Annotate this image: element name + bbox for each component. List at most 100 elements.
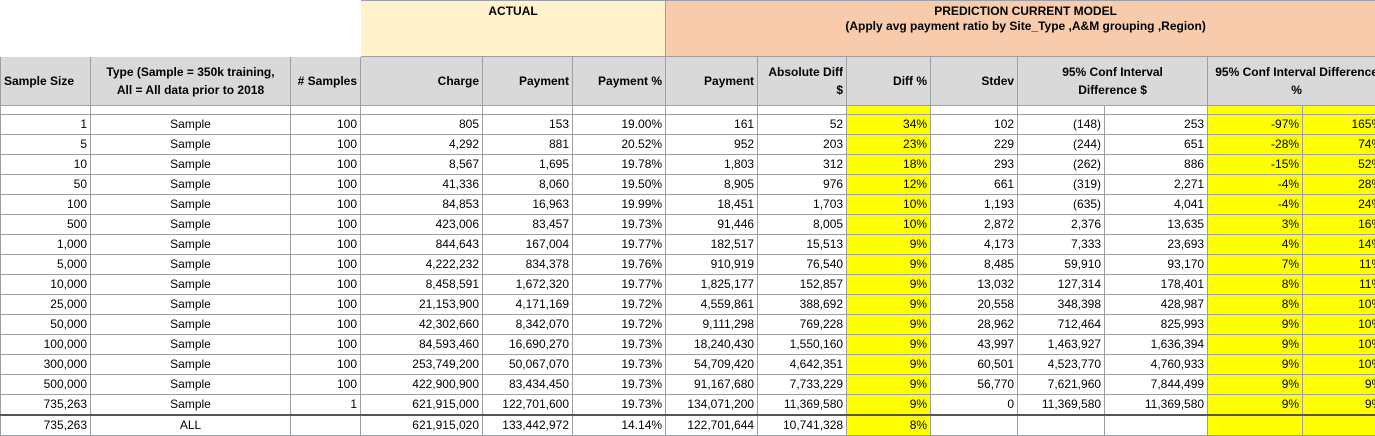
- cell-ci-high[interactable]: 4,041: [1105, 195, 1208, 215]
- cell-sample-size[interactable]: 500: [1, 215, 91, 235]
- cell-diff-pct[interactable]: 9%: [847, 375, 931, 395]
- cell-ci-diff-high[interactable]: 16%: [1303, 215, 1375, 235]
- cell-num-samples[interactable]: 100: [291, 375, 361, 395]
- cell-ci-low[interactable]: 1,463,927: [1018, 335, 1105, 355]
- cell-ci-high[interactable]: 178,401: [1105, 275, 1208, 295]
- cell-ci-high[interactable]: 23,693: [1105, 235, 1208, 255]
- cell-charge[interactable]: 253,749,200: [361, 355, 483, 375]
- cell-stdev[interactable]: 43,997: [931, 335, 1018, 355]
- cell-ci-diff-high[interactable]: 14%: [1303, 235, 1375, 255]
- cell-charge[interactable]: 4,222,232: [361, 255, 483, 275]
- cell-charge[interactable]: 423,006: [361, 215, 483, 235]
- cell-payment[interactable]: 881: [483, 135, 573, 155]
- cell-ci-high[interactable]: 1,636,394: [1105, 335, 1208, 355]
- cell-ci-high[interactable]: 651: [1105, 135, 1208, 155]
- cell-ci-high[interactable]: 4,760,933: [1105, 355, 1208, 375]
- cell-diff-pct[interactable]: 18%: [847, 155, 931, 175]
- cell-type[interactable]: Sample: [91, 315, 291, 335]
- cell-payment-pct[interactable]: 19.99%: [573, 195, 666, 215]
- cell-ci-diff-high[interactable]: 165%: [1303, 115, 1375, 135]
- cell-ci-low[interactable]: 712,464: [1018, 315, 1105, 335]
- actual-band-header[interactable]: ACTUAL: [361, 1, 666, 57]
- cell-ci-high[interactable]: 2,271: [1105, 175, 1208, 195]
- cell-pred-payment[interactable]: 134,071,200: [666, 395, 758, 416]
- cell-diff-pct[interactable]: 9%: [847, 275, 931, 295]
- cell-diff-pct[interactable]: 8%: [847, 415, 931, 436]
- cell-ci-low[interactable]: (244): [1018, 135, 1105, 155]
- cell-ci-high[interactable]: 13,635: [1105, 215, 1208, 235]
- header-charge[interactable]: Charge: [361, 57, 483, 106]
- cell-stdev[interactable]: 20,558: [931, 295, 1018, 315]
- cell-abs-diff[interactable]: 1,550,160: [758, 335, 847, 355]
- cell-payment[interactable]: 50,067,070: [483, 355, 573, 375]
- cell-sample-size[interactable]: 10: [1, 155, 91, 175]
- cell-payment[interactable]: 8,060: [483, 175, 573, 195]
- cell-ci-diff-low[interactable]: 9%: [1208, 315, 1303, 335]
- cell-diff-pct[interactable]: 10%: [847, 195, 931, 215]
- cell-payment-pct[interactable]: 14.14%: [573, 415, 666, 436]
- cell-charge[interactable]: 42,302,660: [361, 315, 483, 335]
- cell-pred-payment[interactable]: 1,803: [666, 155, 758, 175]
- cell-ci-diff-low[interactable]: 8%: [1208, 295, 1303, 315]
- cell-ci-diff-high[interactable]: 10%: [1303, 295, 1375, 315]
- cell-payment-pct[interactable]: 19.73%: [573, 355, 666, 375]
- cell-pred-payment[interactable]: 91,167,680: [666, 375, 758, 395]
- cell-ci-diff-high[interactable]: [1303, 415, 1375, 436]
- cell-stdev[interactable]: 1,193: [931, 195, 1018, 215]
- cell-payment-pct[interactable]: 19.72%: [573, 295, 666, 315]
- cell-payment[interactable]: 153: [483, 115, 573, 135]
- cell-sample-size[interactable]: 1: [1, 115, 91, 135]
- cell-ci-diff-high[interactable]: 9%: [1303, 375, 1375, 395]
- cell-num-samples[interactable]: 100: [291, 355, 361, 375]
- cell-stdev[interactable]: 4,173: [931, 235, 1018, 255]
- cell-num-samples[interactable]: 100: [291, 175, 361, 195]
- cell-charge[interactable]: 8,458,591: [361, 275, 483, 295]
- cell-sample-size[interactable]: 5: [1, 135, 91, 155]
- cell-pred-payment[interactable]: 122,701,644: [666, 415, 758, 436]
- cell-charge[interactable]: 84,593,460: [361, 335, 483, 355]
- cell-stdev[interactable]: 661: [931, 175, 1018, 195]
- cell-diff-pct[interactable]: 9%: [847, 235, 931, 255]
- cell-payment-pct[interactable]: 19.00%: [573, 115, 666, 135]
- cell-abs-diff[interactable]: 976: [758, 175, 847, 195]
- cell-type[interactable]: Sample: [91, 195, 291, 215]
- cell-num-samples[interactable]: 100: [291, 215, 361, 235]
- cell-sample-size[interactable]: 735,263: [1, 415, 91, 436]
- cell-num-samples[interactable]: 100: [291, 155, 361, 175]
- cell-pred-payment[interactable]: 182,517: [666, 235, 758, 255]
- header-pred-payment[interactable]: Payment: [666, 57, 758, 106]
- cell-payment-pct[interactable]: 19.77%: [573, 235, 666, 255]
- cell-payment-pct[interactable]: 19.73%: [573, 335, 666, 355]
- header-payment-pct[interactable]: Payment %: [573, 57, 666, 106]
- cell-stdev[interactable]: 28,962: [931, 315, 1018, 335]
- cell-sample-size[interactable]: 10,000: [1, 275, 91, 295]
- cell-payment[interactable]: 1,695: [483, 155, 573, 175]
- cell-payment-pct[interactable]: 19.73%: [573, 375, 666, 395]
- cell-abs-diff[interactable]: 152,857: [758, 275, 847, 295]
- cell-ci-low[interactable]: 7,333: [1018, 235, 1105, 255]
- cell-ci-high[interactable]: 428,987: [1105, 295, 1208, 315]
- cell-payment-pct[interactable]: 20.52%: [573, 135, 666, 155]
- cell-charge[interactable]: 621,915,020: [361, 415, 483, 436]
- cell-abs-diff[interactable]: 8,005: [758, 215, 847, 235]
- cell-ci-high[interactable]: 886: [1105, 155, 1208, 175]
- cell-type[interactable]: Sample: [91, 375, 291, 395]
- cell-ci-high[interactable]: 253: [1105, 115, 1208, 135]
- cell-ci-diff-low[interactable]: -4%: [1208, 175, 1303, 195]
- header-num-samples[interactable]: # Samples: [291, 57, 361, 106]
- cell-abs-diff[interactable]: 203: [758, 135, 847, 155]
- cell-payment[interactable]: 83,434,450: [483, 375, 573, 395]
- cell-ci-high[interactable]: 7,844,499: [1105, 375, 1208, 395]
- cell-diff-pct[interactable]: 23%: [847, 135, 931, 155]
- cell-payment[interactable]: 834,378: [483, 255, 573, 275]
- cell-charge[interactable]: 84,853: [361, 195, 483, 215]
- cell-abs-diff[interactable]: 76,540: [758, 255, 847, 275]
- cell-num-samples[interactable]: [291, 415, 361, 436]
- cell-charge[interactable]: 41,336: [361, 175, 483, 195]
- cell-payment[interactable]: 16,963: [483, 195, 573, 215]
- cell-stdev[interactable]: 229: [931, 135, 1018, 155]
- cell-type[interactable]: Sample: [91, 175, 291, 195]
- cell-abs-diff[interactable]: 52: [758, 115, 847, 135]
- cell-ci-diff-high[interactable]: 10%: [1303, 315, 1375, 335]
- cell-num-samples[interactable]: 100: [291, 275, 361, 295]
